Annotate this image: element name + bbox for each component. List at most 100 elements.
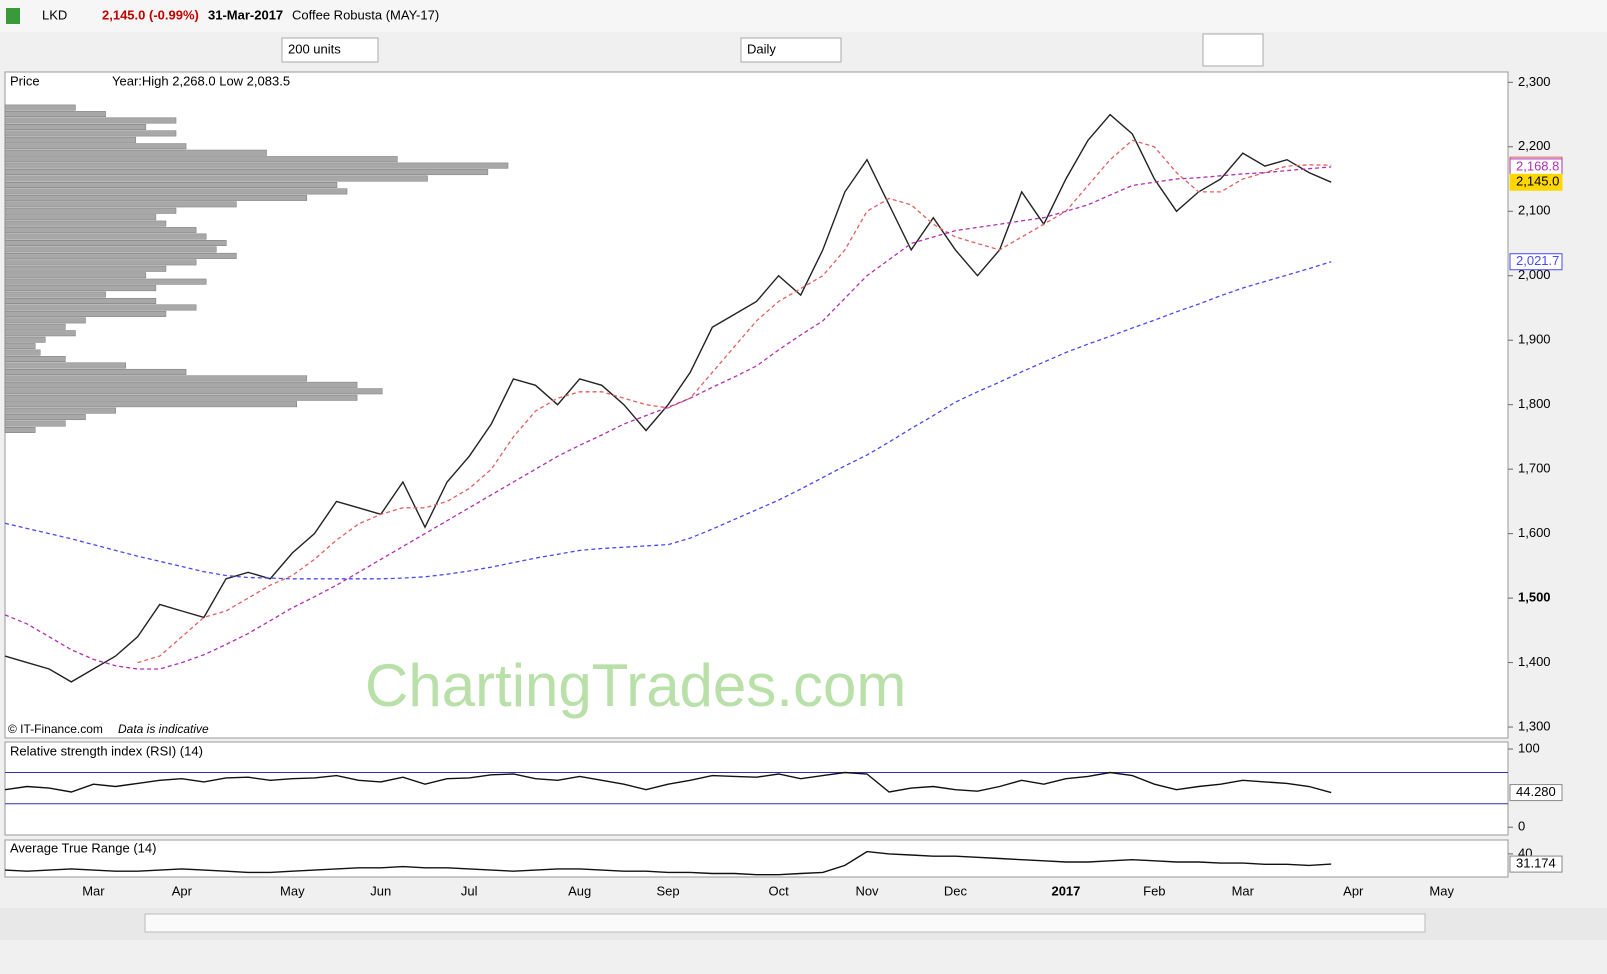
- volume-profile-bar: [4, 156, 398, 163]
- x-tick-label: Apr: [1343, 883, 1364, 898]
- watermark: ChartingTrades.com: [365, 652, 906, 719]
- volume-profile-bar: [4, 414, 86, 421]
- rsi-panel: [4, 741, 1509, 836]
- y-tick-label: 1,700: [1518, 461, 1551, 476]
- volume-profile-bar: [4, 375, 308, 382]
- x-tick-label: Apr: [172, 883, 193, 898]
- price-line: [4, 113, 1332, 683]
- y-tick-label: 1,400: [1518, 654, 1551, 669]
- volume-profile-bar: [4, 298, 157, 304]
- x-tick-label: Jul: [461, 883, 478, 898]
- volume-profile-bar: [4, 401, 297, 408]
- y-tick-label: 1,600: [1518, 525, 1551, 540]
- x-tick-label: May: [280, 883, 305, 898]
- volume-profile-bar: [4, 149, 267, 156]
- panel-title: Price: [10, 73, 40, 88]
- x-tick-label: Aug: [568, 883, 591, 898]
- panel-title: Relative strength index (RSI) (14): [10, 743, 203, 758]
- volume-profile-bar: [4, 111, 106, 118]
- indicator-button[interactable]: [1202, 33, 1264, 67]
- volume-profile-bar: [4, 388, 383, 395]
- volume-profile-bar: [4, 162, 509, 169]
- value-tag-label: 44.280: [1516, 784, 1556, 799]
- volume-profile-bar: [4, 214, 157, 221]
- price-tag-label: 2,145.0: [1516, 174, 1559, 189]
- x-tick-label: Dec: [944, 883, 968, 898]
- price-tag-label: 2,168.8: [1516, 158, 1559, 173]
- volume-profile-bar: [4, 240, 227, 246]
- y-tick-label: 0: [1518, 819, 1525, 834]
- volume-profile-bar: [4, 265, 167, 272]
- units-value[interactable]: 200 units: [288, 41, 341, 56]
- volume-profile-bar: [4, 407, 116, 414]
- app-icon: [6, 8, 20, 24]
- volume-profile-bar: [4, 362, 126, 369]
- volume-profile-bar: [4, 175, 428, 182]
- y-tick-label: 1,300: [1518, 718, 1551, 733]
- price-tag: [1509, 173, 1563, 191]
- y-tick-label: 2,000: [1518, 267, 1551, 282]
- volume-profile-bar: [4, 181, 338, 188]
- y-tick-label: 100: [1518, 740, 1540, 755]
- volume-profile-bar: [4, 123, 147, 130]
- value-tag-label: 31.174: [1516, 856, 1556, 871]
- price-tag-label: 2,021.7: [1516, 253, 1559, 268]
- volume-profile-bar: [4, 317, 86, 324]
- interval-value[interactable]: Daily: [747, 41, 776, 56]
- copyright: © IT-Finance.com: [8, 722, 103, 736]
- y-tick-label: 1,800: [1518, 396, 1551, 411]
- title-bar: [0, 0, 1607, 32]
- atr-panel: [4, 839, 1509, 878]
- volume-profile-bar: [4, 285, 157, 292]
- volume-profile-bar: [4, 356, 66, 363]
- volume-profile-bar: [4, 201, 237, 208]
- symbol[interactable]: LKD: [42, 7, 67, 22]
- moving-average: [4, 166, 1332, 670]
- volume-profile-bar: [4, 330, 76, 337]
- volume-profile-bar: [4, 343, 36, 350]
- volume-profile-bar: [4, 233, 207, 240]
- volume-profile-bar: [4, 291, 106, 298]
- volume-profile-bar: [4, 323, 66, 330]
- x-tick-label: Mar: [1232, 883, 1255, 898]
- volume-profile-bar: [4, 220, 167, 227]
- volume-profile-bar: [4, 207, 177, 214]
- x-tick-label: 2017: [1051, 883, 1080, 898]
- x-tick-label: Mar: [82, 883, 105, 898]
- y-tick-label: 1,900: [1518, 332, 1551, 347]
- price-tag: [1509, 253, 1563, 271]
- volume-profile-bar: [4, 252, 237, 259]
- disclaimer: Data is indicative: [118, 722, 209, 736]
- volume-profile-bar: [4, 188, 348, 195]
- date: 31-Mar-2017: [208, 7, 283, 22]
- value-tag: [1509, 784, 1563, 802]
- volume-profile-bar: [4, 272, 147, 279]
- volume-profile-bar: [4, 143, 187, 150]
- volume-profile-bar: [4, 420, 66, 427]
- quote: 2,145.0 (-0.99%): [102, 7, 199, 22]
- moving-average: [137, 139, 1332, 664]
- scrollbar[interactable]: [144, 913, 1426, 933]
- volume-profile-bar: [4, 368, 187, 375]
- year-range: Year:High 2,268.0 Low 2,083.5: [112, 73, 290, 88]
- volume-profile-bar: [4, 310, 167, 317]
- volume-profile-bar: [4, 169, 489, 176]
- y-tick-label: 2,100: [1518, 203, 1551, 218]
- volume-profile-bar: [4, 278, 207, 285]
- volume-profile-bar: [4, 130, 177, 137]
- volume-profile-bar: [4, 259, 197, 266]
- x-tick-label: Oct: [768, 883, 789, 898]
- volume-profile-bar: [4, 104, 76, 111]
- panel-title: Average True Range (14): [10, 840, 156, 855]
- volume-profile-bar: [4, 136, 137, 143]
- x-tick-label: Sep: [657, 883, 680, 898]
- x-tick-label: Nov: [855, 883, 879, 898]
- volume-profile-bar: [4, 426, 36, 433]
- volume-profile-bar: [4, 381, 358, 388]
- units-select[interactable]: [281, 37, 379, 63]
- x-tick-label: Jun: [370, 883, 391, 898]
- y-tick-label: 1,500: [1518, 590, 1551, 605]
- interval-select[interactable]: [740, 37, 842, 63]
